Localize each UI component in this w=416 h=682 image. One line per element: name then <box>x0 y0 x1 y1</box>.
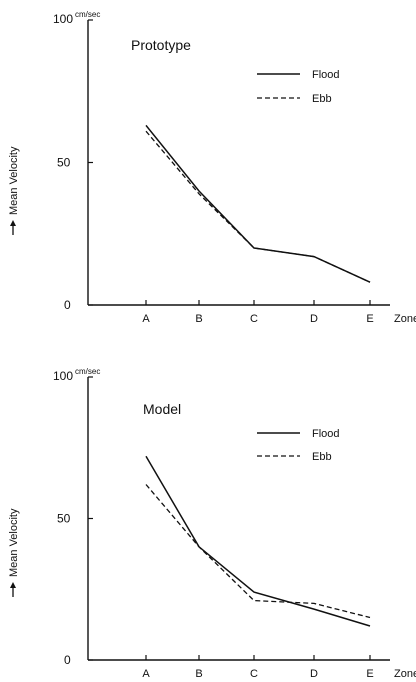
model-x-tick-label: D <box>310 668 318 680</box>
model-x-tick-label: B <box>195 668 202 680</box>
svg-text:100: 100 <box>53 369 73 383</box>
model-series <box>145 455 371 627</box>
svg-text:100: 100 <box>53 12 73 26</box>
prototype-xlabel: Zone <box>394 313 416 325</box>
prototype-x-tick-label: E <box>366 313 373 325</box>
model-y-tick-label: 50 <box>57 512 71 526</box>
model-legend-ebb: Ebb <box>312 451 332 463</box>
prototype-x-tick-label: B <box>195 313 202 325</box>
prototype-ylabel: Mean Velocity <box>8 146 20 215</box>
prototype-y-unit: 100 cm/sec <box>53 10 100 26</box>
prototype-series-ebb-line <box>145 130 371 283</box>
prototype-y-tick-label: 50 <box>57 156 71 170</box>
prototype-ticks: A B C D E Zone 0 50 <box>57 19 416 325</box>
model-x-tick-label: A <box>142 668 150 680</box>
model-series-flood-line <box>145 455 371 627</box>
prototype-title: Prototype <box>131 37 191 53</box>
prototype-legend: Flood Ebb <box>257 69 340 105</box>
prototype-series <box>145 124 371 283</box>
model-y-axis-label: Mean Velocity <box>8 508 20 597</box>
prototype-y-unit-label: cm/sec <box>75 10 100 19</box>
model-chart: Mean Velocity 100 cm/sec Model A B C D E Zone… <box>8 367 416 680</box>
model-legend: Flood Ebb <box>257 428 340 463</box>
model-x-tick-label: E <box>366 668 373 680</box>
model-ylabel: Mean Velocity <box>8 508 20 577</box>
prototype-legend-ebb: Ebb <box>312 93 332 105</box>
model-x-tick-label: C <box>250 668 258 680</box>
prototype-chart: Mean Velocity 100 cm/sec Prototype A B C D E… <box>8 10 416 325</box>
prototype-legend-flood: Flood <box>312 69 340 81</box>
prototype-y-axis-label: Mean Velocity <box>8 146 20 235</box>
model-y-unit-label: cm/sec <box>75 367 100 376</box>
model-title: Model <box>143 401 181 417</box>
prototype-y-tick-label: 0 <box>64 298 71 312</box>
prototype-x-tick-label: C <box>250 313 258 325</box>
model-y-unit: 100 cm/sec <box>53 367 100 383</box>
model-xlabel: Zone <box>394 668 416 680</box>
model-series-ebb-line <box>145 484 371 619</box>
model-legend-flood: Flood <box>312 428 340 440</box>
model-ticks: A B C D E Zone 0 50 <box>57 376 416 680</box>
model-y-tick-label: 0 <box>64 653 71 667</box>
prototype-series-flood-line <box>145 124 371 283</box>
prototype-x-tick-label: A <box>142 313 150 325</box>
prototype-x-tick-label: D <box>310 313 318 325</box>
